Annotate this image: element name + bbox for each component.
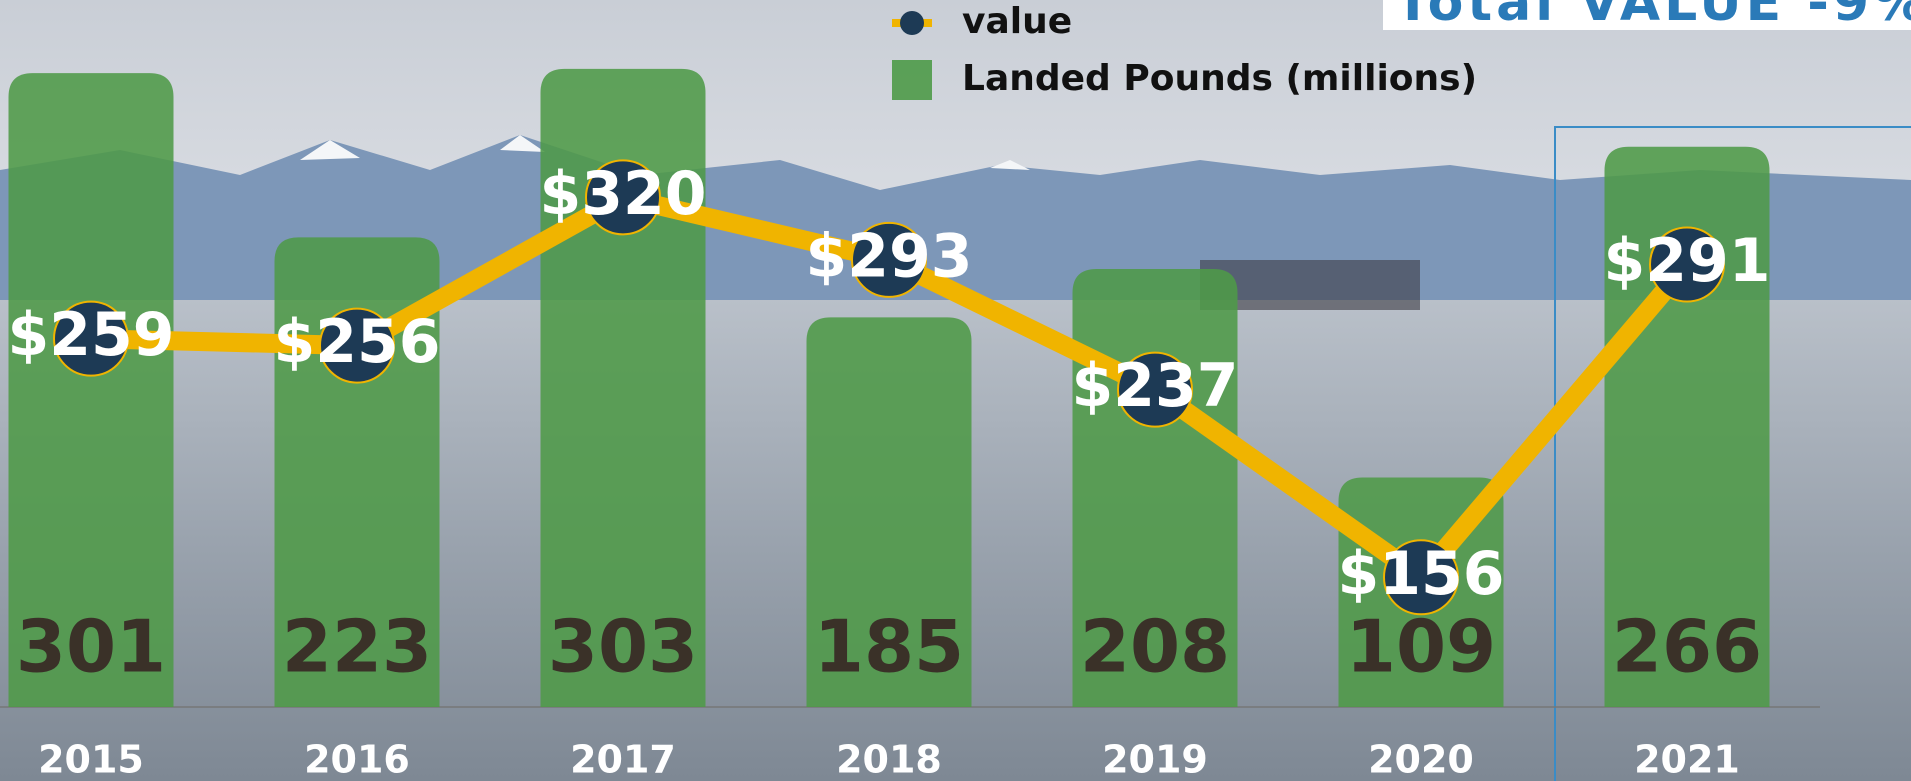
x-tick-label: 2018 — [836, 738, 942, 781]
x-tick-label: 2016 — [304, 738, 410, 781]
x-tick-label: 2019 — [1102, 738, 1208, 781]
x-tick-label: 2020 — [1368, 738, 1474, 781]
bar-value-label: 185 — [814, 605, 964, 689]
x-tick-label: 2015 — [38, 738, 144, 781]
legend-key — [892, 60, 932, 100]
bar-value-label: 109 — [1346, 605, 1496, 689]
legend-label: value — [962, 1, 1072, 42]
x-tick-label: 2021 — [1634, 738, 1740, 781]
line-value-label: $156 — [1338, 539, 1505, 609]
bar-value-label: 266 — [1612, 605, 1762, 689]
bar-value-label: 208 — [1080, 605, 1230, 689]
legend-label: Landed Pounds (millions) — [962, 58, 1477, 99]
line-value-label: $320 — [540, 159, 707, 229]
annotation: Total VALUE -9% — [1395, 0, 1911, 33]
line-value-label: $293 — [806, 221, 973, 291]
bar-value-label: 223 — [282, 605, 432, 689]
page: Total VALUE -9% value Landed Pounds (mill… — [0, 0, 1911, 781]
line-value-label: $237 — [1072, 351, 1239, 421]
legend-key — [900, 11, 924, 35]
line-value-label: $259 — [8, 300, 175, 370]
bar-value-label: 301 — [16, 605, 166, 689]
line-value-label: $256 — [274, 307, 441, 377]
line-value-label: $291 — [1604, 226, 1771, 296]
chart: Total VALUE -9% value Landed Pounds (mill… — [0, 0, 1911, 781]
x-tick-label: 2017 — [570, 738, 676, 781]
bar-value-label: 303 — [548, 605, 698, 689]
